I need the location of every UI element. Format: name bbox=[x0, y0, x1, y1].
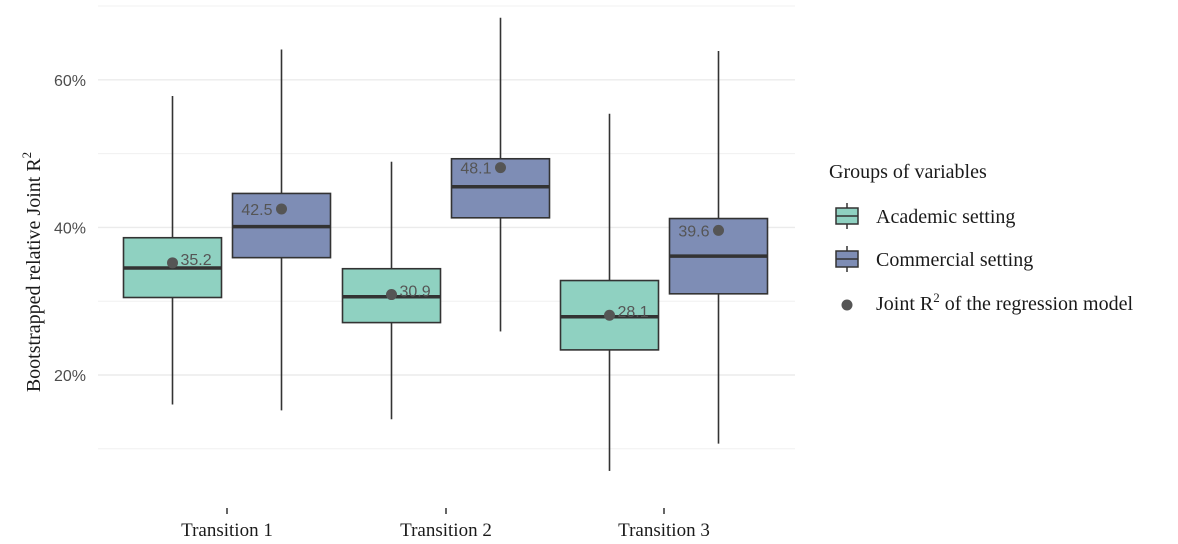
legend-label-academic: Academic setting bbox=[876, 206, 1015, 228]
box-commercial-transition-2: 48.1 bbox=[450, 17, 551, 332]
joint-r2-point bbox=[167, 257, 178, 269]
joint-r2-label: 35.2 bbox=[181, 252, 212, 269]
y-axis-ticks: 20% 40% 60% bbox=[54, 73, 86, 385]
y-tick-label: 20% bbox=[54, 368, 86, 385]
x-axis-ticks: Transition 1 Transition 2 Transition 3 bbox=[181, 508, 710, 541]
joint-r2-point bbox=[713, 224, 724, 236]
legend-key-point bbox=[841, 299, 853, 311]
legend-item-joint-r2: Joint R2 of the regression model bbox=[841, 290, 1133, 315]
joint-r2-label: 28.1 bbox=[618, 304, 649, 321]
box-commercial-transition-3: 39.6 bbox=[668, 51, 769, 444]
joint-r2-label: 39.6 bbox=[678, 223, 709, 240]
legend-item-academic: Academic setting bbox=[835, 203, 1015, 229]
joint-r2-label: 48.1 bbox=[460, 161, 491, 178]
box-academic-transition-1: 35.2 bbox=[122, 96, 223, 405]
joint-r2-label: 42.5 bbox=[241, 202, 272, 219]
joint-r2-point bbox=[276, 203, 287, 215]
joint-r2-point bbox=[495, 162, 506, 174]
x-tick-label: Transition 2 bbox=[400, 520, 492, 541]
legend: Groups of variables Academic setting Com… bbox=[829, 161, 1133, 315]
gridlines bbox=[98, 5, 795, 450]
joint-r2-point bbox=[604, 309, 615, 321]
legend-title: Groups of variables bbox=[829, 161, 987, 183]
box-commercial-transition-1: 42.5 bbox=[231, 49, 332, 411]
y-tick-label: 40% bbox=[54, 220, 86, 237]
x-tick-label: Transition 3 bbox=[618, 520, 710, 541]
y-tick-label: 60% bbox=[54, 73, 86, 90]
joint-r2-point bbox=[386, 289, 397, 301]
y-axis-title: Bootstrapped relative Joint R2 bbox=[19, 152, 45, 392]
box-academic-transition-3: 28.1 bbox=[559, 113, 660, 471]
box-academic-transition-2: 30.9 bbox=[341, 161, 442, 420]
x-tick-label: Transition 1 bbox=[181, 520, 273, 541]
legend-item-commercial: Commercial setting bbox=[835, 246, 1033, 272]
legend-label-commercial: Commercial setting bbox=[876, 249, 1033, 271]
boxes: 35.2 30.9 28.1 42.5 48.1 39.6 bbox=[122, 17, 769, 471]
legend-label-joint-r2: Joint R2 of the regression model bbox=[876, 290, 1133, 315]
joint-r2-label: 30.9 bbox=[400, 284, 431, 301]
